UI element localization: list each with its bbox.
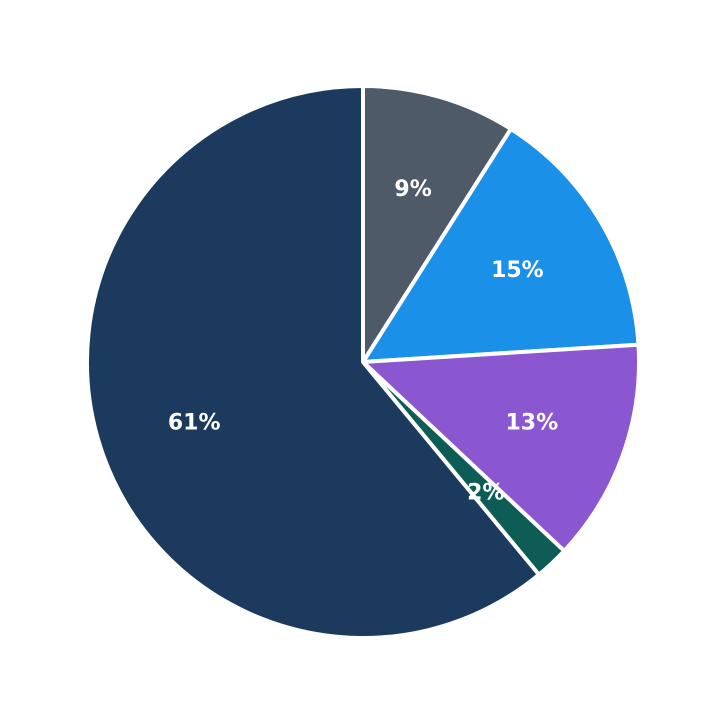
pie-slice-gray bbox=[361, 84, 513, 364]
pie-slice-purple bbox=[361, 342, 641, 553]
pie-slice-label-navy: 61% bbox=[168, 410, 221, 435]
pie-slice-label-blue: 15% bbox=[491, 258, 544, 283]
pie-slice-navy bbox=[85, 84, 541, 640]
pie-slice-label-purple: 13% bbox=[505, 410, 558, 435]
pie-slice-label-gray: 9% bbox=[394, 177, 431, 202]
pie-slice-label-teal: 2% bbox=[467, 480, 504, 505]
pie-slice-blue bbox=[361, 126, 641, 364]
